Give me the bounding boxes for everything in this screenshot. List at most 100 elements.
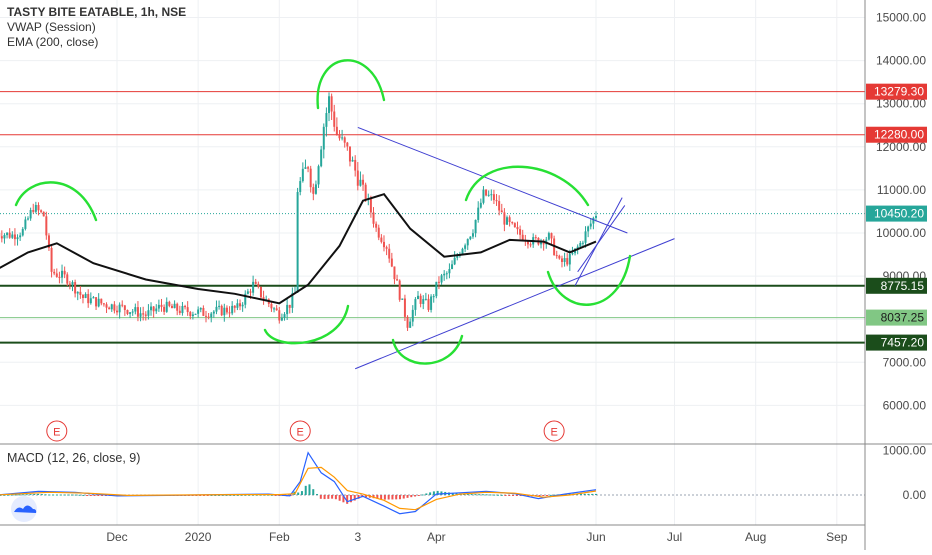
candle-body (85, 294, 87, 298)
macd-histogram-bar (482, 494, 484, 495)
candle-body (90, 298, 92, 303)
candle-body (380, 238, 382, 242)
candle-body (100, 299, 102, 304)
macd-histogram-bar (505, 495, 507, 496)
candle-body (472, 233, 474, 236)
candle-body (396, 279, 398, 280)
candle-body (45, 216, 47, 235)
candle-body (92, 297, 94, 298)
indicator-vwap-label[interactable]: VWAP (Session) (7, 20, 96, 35)
candle-body (40, 210, 42, 212)
candle-body (72, 282, 74, 285)
candle-body (338, 135, 340, 139)
candle-body (448, 269, 450, 273)
candle-body (378, 228, 380, 238)
candle-body (132, 312, 134, 313)
macd-histogram-bar (493, 495, 495, 496)
candle-body (276, 308, 278, 310)
candle-body (352, 160, 354, 162)
time-tick-label: Feb (269, 530, 290, 544)
candle-body (226, 308, 228, 313)
candle-body (11, 234, 13, 237)
price-tick-label: 15000.00 (876, 11, 926, 25)
candle-body (511, 222, 513, 223)
macd-histogram-bar (474, 494, 476, 495)
candle-body (192, 314, 194, 316)
candle-body (490, 194, 492, 195)
candle-body (302, 169, 304, 181)
candle-body (197, 309, 199, 313)
candle-body (247, 291, 249, 293)
macd-histogram-bar (339, 495, 341, 501)
macd-histogram-bar (403, 495, 405, 499)
macd-histogram-bar (26, 494, 28, 495)
symbol-title[interactable]: TASTY BITE EATABLE, 1h, NSE (7, 5, 186, 20)
candle-body (427, 299, 429, 310)
candle-body (412, 310, 414, 322)
candle-body (359, 180, 361, 186)
candle-body (108, 308, 110, 310)
candle-body (205, 316, 207, 317)
candle-body (145, 315, 147, 316)
macd-histogram-bar (429, 492, 431, 495)
price-tick-label: 11000.00 (877, 183, 926, 197)
time-tick-label: Aug (745, 530, 766, 544)
candle-body (587, 227, 589, 232)
candle-body (129, 312, 131, 314)
candle-body (176, 304, 178, 311)
candle-body (454, 258, 456, 265)
candle-body (19, 235, 21, 237)
candle-body (558, 256, 560, 259)
macd-histogram-bar (71, 495, 73, 496)
macd-histogram-bar (595, 494, 597, 495)
indicator-ema-label[interactable]: EMA (200, close) (7, 35, 98, 50)
candle-body (289, 305, 291, 308)
candle-body (582, 243, 584, 244)
macd-histogram-bar (508, 495, 510, 496)
macd-histogram-bar (320, 495, 322, 499)
candle-body (498, 201, 500, 210)
candle-body (519, 229, 521, 235)
candle-body (590, 224, 592, 227)
macd-histogram-bar (391, 495, 393, 499)
candle-body (56, 273, 58, 276)
price-badge: 10450.20 (874, 207, 924, 221)
candle-body (328, 96, 330, 113)
candle-body (307, 167, 309, 168)
candle-body (373, 212, 375, 223)
macd-histogram-bar (584, 494, 586, 495)
candle-body (365, 185, 367, 200)
candle-body (480, 203, 482, 208)
candle-body (383, 242, 385, 247)
candle-body (153, 307, 155, 312)
macd-tick-label: 1000.00 (883, 444, 927, 458)
candle-body (433, 296, 435, 297)
candle-body (77, 292, 79, 294)
candle-body (43, 212, 45, 216)
candle-body (273, 308, 275, 309)
macd-label[interactable]: MACD (12, 26, close, 9) (7, 451, 140, 466)
earnings-label: E (297, 427, 304, 439)
candle-body (257, 284, 259, 287)
candle-body (218, 306, 220, 307)
candle-body (236, 303, 238, 308)
macd-histogram-bar (37, 494, 39, 495)
macd-histogram-bar (94, 495, 96, 496)
candle-body (585, 231, 587, 242)
candle-body (147, 310, 149, 316)
candle-body (482, 190, 484, 203)
candle-body (82, 295, 84, 298)
candle-body (386, 247, 388, 249)
candle-body (221, 306, 223, 315)
candle-body (475, 220, 477, 233)
candle-body (134, 307, 136, 311)
macd-histogram-bar (433, 491, 435, 495)
candle-body (509, 217, 511, 222)
candle-body (189, 312, 191, 316)
tradingview-logo[interactable] (11, 496, 37, 522)
candle-body (548, 233, 550, 240)
candle-body (1, 236, 3, 238)
macd-histogram-bar (82, 495, 84, 496)
candle-body (514, 223, 516, 227)
